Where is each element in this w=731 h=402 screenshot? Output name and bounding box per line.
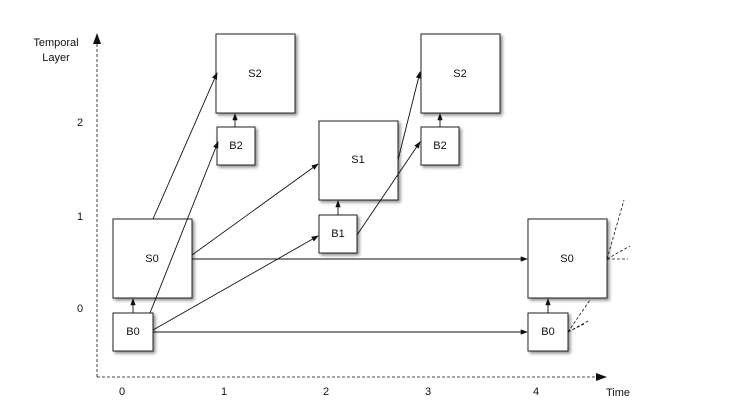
node-label: B0 — [541, 326, 554, 338]
x-tick: 2 — [323, 386, 329, 398]
continuation-lines — [567, 199, 631, 333]
y-tick: 1 — [77, 211, 83, 223]
node-label: S1 — [351, 154, 364, 166]
node-box — [420, 126, 460, 166]
node-label: S0 — [560, 253, 573, 265]
y-label: Layer — [42, 52, 70, 64]
y-tick: 2 — [77, 117, 83, 129]
node-label: B1 — [331, 228, 344, 240]
x-arrow — [596, 373, 607, 381]
x-tick: 0 — [119, 386, 125, 398]
y-arrow — [93, 33, 101, 44]
arrows — [130, 71, 551, 335]
node-label: B0 — [126, 326, 139, 338]
node-box — [215, 33, 296, 114]
x-label: Time — [606, 387, 630, 399]
x-tick: 3 — [425, 386, 431, 398]
y-tick: 0 — [77, 303, 83, 315]
y-label: Temporal — [33, 37, 78, 49]
node-label: S2 — [248, 68, 261, 80]
node-label: B2 — [433, 140, 446, 152]
node-label: B2 — [229, 140, 242, 152]
x-tick: 1 — [221, 386, 227, 398]
node-box — [112, 218, 193, 299]
node-box — [527, 312, 569, 352]
x-tick: 4 — [533, 386, 539, 398]
node-label: S0 — [145, 253, 158, 265]
node-box — [527, 218, 608, 299]
node-box — [318, 120, 399, 201]
node-label: S2 — [453, 68, 466, 80]
node-box — [112, 312, 154, 352]
node-box — [216, 126, 256, 166]
